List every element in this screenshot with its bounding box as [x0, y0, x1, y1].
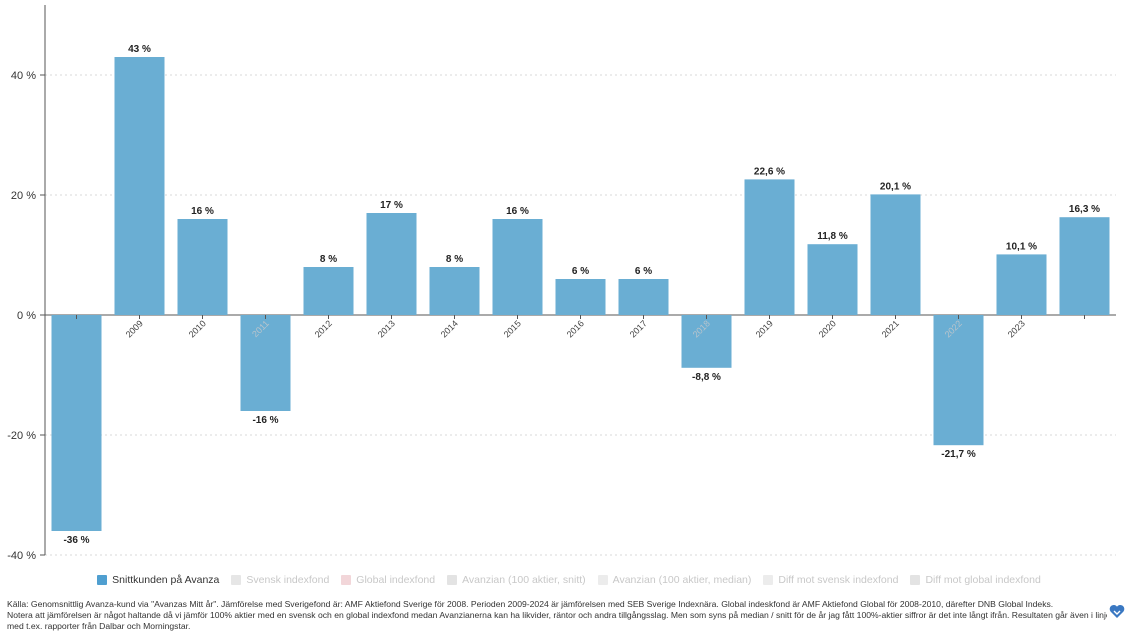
bar [870, 194, 921, 315]
legend-item[interactable]: Avanzian (100 aktier, median) [597, 574, 752, 586]
legend-item[interactable]: Svensk indexfond [231, 574, 329, 586]
legend-label: Snittkunden på Avanza [112, 574, 220, 586]
legend-item[interactable]: Avanzian (100 aktier, snitt) [447, 574, 586, 586]
y-tick-label: 0 % [17, 310, 36, 322]
bar [492, 219, 543, 315]
x-tick-label: 2016 [565, 318, 586, 339]
legend-item[interactable]: Diff mot global indexfond [910, 574, 1041, 586]
bar [1059, 217, 1110, 315]
legend-swatch [97, 575, 108, 585]
heart-logo-icon [1109, 604, 1125, 618]
bar [51, 315, 102, 531]
bar [681, 315, 732, 368]
grid-layer [45, 74, 1116, 556]
y-tick-label: 20 % [11, 190, 36, 202]
data-label: 8 % [446, 254, 463, 265]
legend-item[interactable]: Global indexfond [341, 574, 435, 586]
data-label: 16 % [506, 206, 529, 217]
x-tick-label: 2009 [124, 318, 145, 339]
source-note: Källa: Genomsnittlig Avanza-kund via "Av… [7, 599, 1107, 633]
x-tick-label: 2021 [880, 318, 901, 339]
source-line-3: med t.ex. rapporter från Dalbar och Morn… [7, 621, 191, 632]
data-label: 16,3 % [1069, 204, 1100, 215]
legend-label: Global indexfond [356, 574, 436, 586]
bar [618, 279, 669, 315]
legend-swatch [597, 575, 608, 585]
data-labels: -36 % 43 % 16 % -16 % 8 % 17 % 8 % 16 % 6 % 6 % -8… [63, 44, 1100, 546]
legend-item[interactable]: Diff mot svensk indexfond [763, 574, 898, 586]
legend-label: Avanzian (100 aktier, median) [612, 574, 752, 586]
bar [177, 219, 228, 315]
bar [933, 315, 984, 446]
x-tick-label: 2013 [376, 318, 397, 339]
x-tick-label: 2012 [313, 318, 334, 339]
x-tick-label: 2017 [628, 318, 649, 339]
data-label: 11,8 % [817, 231, 848, 242]
legend-label: Avanzian (100 aktier, snitt) [462, 574, 586, 586]
legend-swatch [341, 575, 352, 585]
data-label: 16 % [191, 206, 214, 217]
legend-label: Svensk indexfond [246, 574, 330, 586]
data-label: -8,8 % [692, 372, 721, 383]
bar [366, 213, 417, 315]
data-label: 20,1 % [880, 181, 911, 192]
x-axis: 2009 2010 2011 2012 2013 2014 2015 2016 2017 2018… [76, 315, 1085, 340]
data-label: 8 % [320, 254, 337, 265]
bar [114, 57, 165, 315]
legend-swatch [231, 575, 242, 585]
y-tick-label: -20 % [7, 430, 36, 442]
legend-label: Diff mot svensk indexfond [778, 574, 899, 586]
data-label: 6 % [635, 266, 652, 277]
data-label: 43 % [128, 44, 151, 55]
data-label: 17 % [380, 200, 403, 211]
legend-swatch [447, 575, 458, 585]
x-tick-label: 2019 [754, 318, 775, 339]
y-tick-label: 40 % [11, 70, 36, 82]
bar [807, 244, 858, 315]
x-tick-label: 2015 [502, 318, 523, 339]
data-label: 22,6 % [754, 166, 785, 177]
data-label: -36 % [63, 535, 89, 546]
legend: Snittkunden på Avanza Svensk indexfond Glo… [0, 573, 1138, 587]
data-label: 6 % [572, 266, 589, 277]
source-line-1: Källa: Genomsnittlig Avanza-kund via "Av… [7, 599, 1054, 609]
data-label: -16 % [252, 415, 278, 426]
x-tick-label: 2020 [817, 318, 838, 339]
x-tick-label: 2010 [187, 318, 208, 339]
bar [303, 267, 354, 315]
bar [744, 179, 795, 315]
x-tick-label: 2014 [439, 318, 460, 339]
bar [555, 279, 606, 315]
bar [996, 254, 1047, 315]
data-label: -21,7 % [941, 449, 976, 460]
legend-item[interactable]: Snittkunden på Avanza [97, 574, 219, 586]
bar [240, 315, 291, 411]
source-line-2: Notera att jämförelsen är något haltande… [7, 610, 1107, 621]
data-label: 10,1 % [1006, 241, 1037, 252]
bar-chart: -40 % -20 % 0 % 20 % 40 % -36 % 43 % 16 % -16 %… [7, 5, 1116, 562]
legend-swatch [910, 575, 921, 585]
bars [51, 57, 1110, 531]
x-tick-label: 2023 [1006, 318, 1027, 339]
legend-swatch [763, 575, 774, 585]
legend-label: Diff mot global indexfond [925, 574, 1041, 586]
bar [429, 267, 480, 315]
y-tick-label: -40 % [7, 550, 36, 562]
